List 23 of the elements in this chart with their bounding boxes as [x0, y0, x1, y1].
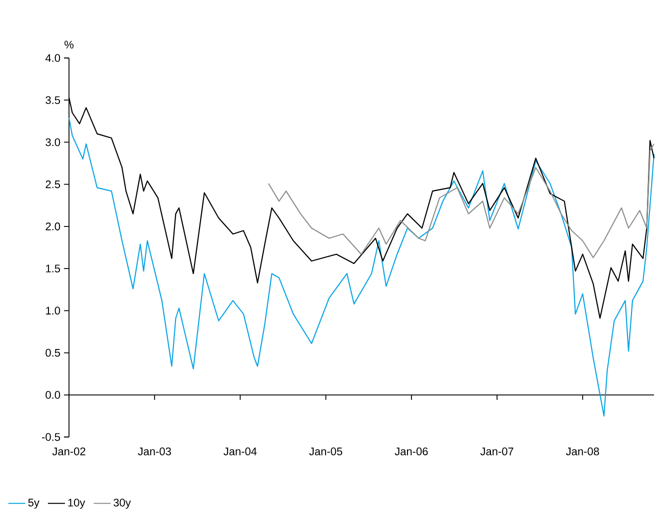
x-tick-label: Jan-05: [309, 448, 342, 456]
x-tick-label: Jan-08: [566, 448, 599, 456]
y-tick-label: 3.5: [46, 96, 60, 104]
y-tick-label: 0.5: [46, 348, 60, 357]
y-tick-label: 0.0: [46, 390, 60, 399]
legend-label: 10y: [68, 498, 86, 509]
line-series: [268, 143, 655, 258]
x-tick-label: Jan-03: [138, 448, 171, 456]
x-tick-label: Jan-07: [480, 448, 514, 456]
legend-label: 30y: [114, 498, 131, 509]
x-tick-label: Jan-02: [52, 448, 86, 456]
y-tick-label: 1.0: [46, 306, 60, 315]
x-tick-label: Jan-04: [224, 448, 257, 456]
y-tick-label: 1.5: [46, 264, 60, 272]
y-axis-title: %: [64, 40, 74, 48]
legend-label: 5y: [28, 498, 40, 509]
y-tick-label: 2.0: [46, 222, 60, 230]
y-tick-label: 2.5: [46, 180, 60, 188]
line-series: [68, 117, 655, 416]
x-tick-label: Jan-06: [394, 448, 428, 456]
y-tick-label: -0.5: [42, 433, 60, 441]
y-tick-label: 4.0: [45, 54, 60, 62]
y-tick-label: 3.0: [46, 138, 60, 146]
